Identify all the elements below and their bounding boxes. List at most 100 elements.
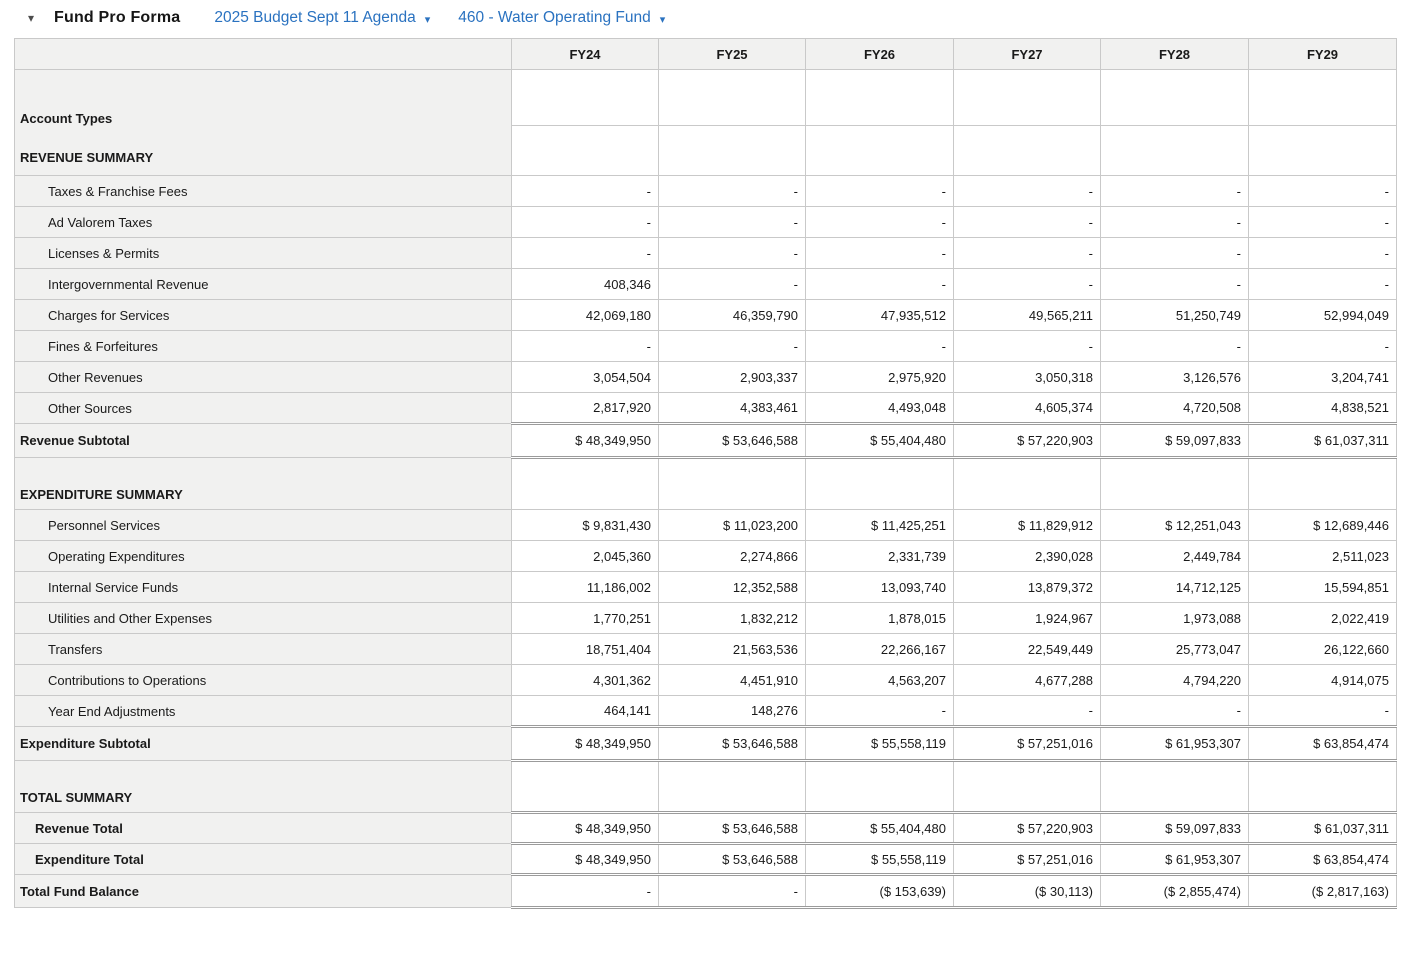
value-cell-FY26: - [805,206,954,238]
value-cell-FY29: 52,994,049 [1248,299,1397,331]
empty-cell [1100,760,1249,813]
column-header-corner [14,38,512,70]
value-cell-FY26: $ 55,558,119 [805,725,954,762]
value-cell-FY24: $ 9,831,430 [511,509,659,541]
value-cell-FY29: - [1248,695,1397,727]
value-cell-FY27: ($ 30,113) [953,873,1101,909]
value-cell-FY25: $ 53,646,588 [658,811,806,844]
column-header-FY27: FY27 [953,38,1101,70]
value-cell-FY25: - [658,175,806,207]
value-cell-FY26: $ 55,558,119 [805,842,954,875]
row-label: Revenue Total [14,812,512,844]
column-header-FY24: FY24 [511,38,659,70]
value-cell-FY26: - [805,268,954,300]
value-cell-FY25: $ 53,646,588 [658,725,806,762]
value-cell-FY24: - [511,175,659,207]
value-cell-FY25: - [658,330,806,362]
value-cell-FY26: 13,093,740 [805,571,954,603]
value-cell-FY29: ($ 2,817,163) [1248,873,1397,909]
row-label: Licenses & Permits [14,237,512,269]
value-cell-FY29: - [1248,330,1397,362]
fund-dropdown[interactable]: 460 - Water Operating Fund ▾ [458,9,665,27]
empty-cell [1248,69,1397,126]
value-cell-FY25: $ 53,646,588 [658,842,806,875]
value-cell-FY29: - [1248,268,1397,300]
value-cell-FY26: 4,493,048 [805,392,954,424]
empty-cell [1100,457,1249,510]
row-label: Operating Expenditures [14,540,512,572]
value-cell-FY24: $ 48,349,950 [511,811,659,844]
empty-cell [1100,125,1249,176]
value-cell-FY26: 1,878,015 [805,602,954,634]
value-cell-FY29: 2,511,023 [1248,540,1397,572]
empty-cell [511,125,659,176]
value-cell-FY25: 4,383,461 [658,392,806,424]
column-header-FY25: FY25 [658,38,806,70]
value-cell-FY29: $ 63,854,474 [1248,842,1397,875]
value-cell-FY27: $ 57,251,016 [953,725,1101,762]
section-header-cell: Account Types REVENUE SUMMARY [14,69,512,176]
value-cell-FY24: - [511,330,659,362]
value-cell-FY27: 2,390,028 [953,540,1101,572]
value-cell-FY25: 12,352,588 [658,571,806,603]
value-cell-FY28: 25,773,047 [1100,633,1249,665]
value-cell-FY26: - [805,330,954,362]
value-cell-FY25: - [658,237,806,269]
value-cell-FY26: 4,563,207 [805,664,954,696]
row-label: Expenditure Subtotal [14,726,512,761]
value-cell-FY28: ($ 2,855,474) [1100,873,1249,909]
value-cell-FY29: 15,594,851 [1248,571,1397,603]
empty-cell [805,760,954,813]
collapse-icon[interactable]: ▾ [28,11,35,25]
value-cell-FY24: 2,045,360 [511,540,659,572]
value-cell-FY24: $ 48,349,950 [511,842,659,875]
value-cell-FY25: 148,276 [658,695,806,727]
value-cell-FY29: 4,914,075 [1248,664,1397,696]
value-cell-FY28: - [1100,237,1249,269]
value-cell-FY28: - [1100,206,1249,238]
value-cell-FY29: $ 12,689,446 [1248,509,1397,541]
value-cell-FY24: 42,069,180 [511,299,659,331]
column-header-FY26: FY26 [805,38,954,70]
row-label: Personnel Services [14,509,512,541]
row-label: Intergovernmental Revenue [14,268,512,300]
empty-cell [805,457,954,510]
value-cell-FY25: - [658,873,806,909]
value-cell-FY27: 13,879,372 [953,571,1101,603]
value-cell-FY26: $ 55,404,480 [805,422,954,459]
empty-cell [658,125,806,176]
value-cell-FY24: - [511,873,659,909]
value-cell-FY24: $ 48,349,950 [511,725,659,762]
value-cell-FY27: - [953,330,1101,362]
value-cell-FY28: $ 61,953,307 [1100,725,1249,762]
value-cell-FY27: - [953,268,1101,300]
budget-version-dropdown[interactable]: 2025 Budget Sept 11 Agenda ▾ [214,9,430,27]
empty-cell [805,69,954,126]
row-label: Taxes & Franchise Fees [14,175,512,207]
value-cell-FY28: - [1100,695,1249,727]
value-cell-FY25: 21,563,536 [658,633,806,665]
section-header-label: TOTAL SUMMARY [14,760,512,813]
value-cell-FY29: 2,022,419 [1248,602,1397,634]
value-cell-FY28: 3,126,576 [1100,361,1249,393]
value-cell-FY28: - [1100,175,1249,207]
value-cell-FY24: 464,141 [511,695,659,727]
row-label: Revenue Subtotal [14,423,512,458]
value-cell-FY28: $ 61,953,307 [1100,842,1249,875]
empty-cell [1248,125,1397,176]
row-label: Other Revenues [14,361,512,393]
empty-cell [953,457,1101,510]
value-cell-FY27: 49,565,211 [953,299,1101,331]
value-cell-FY29: - [1248,206,1397,238]
value-cell-FY27: - [953,695,1101,727]
value-cell-FY28: 51,250,749 [1100,299,1249,331]
value-cell-FY28: 1,973,088 [1100,602,1249,634]
empty-cell [511,69,659,126]
row-label: Fines & Forfeitures [14,330,512,362]
proforma-table-body: FY24 FY25 FY26 FY27 FY28 FY29 Account Types REV… [14,38,1397,909]
value-cell-FY29: $ 61,037,311 [1248,422,1397,459]
value-cell-FY28: $ 59,097,833 [1100,422,1249,459]
value-cell-FY26: - [805,237,954,269]
row-label: Total Fund Balance [14,874,512,908]
value-cell-FY28: - [1100,330,1249,362]
